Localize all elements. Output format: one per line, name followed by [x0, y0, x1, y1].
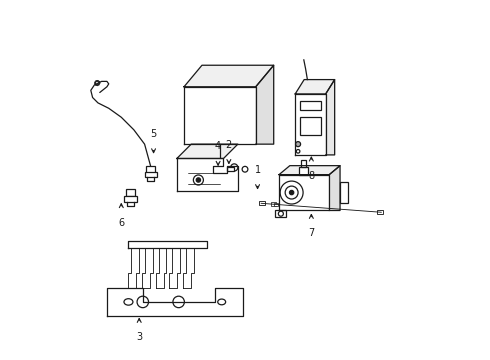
Circle shape [196, 178, 200, 182]
Polygon shape [279, 175, 329, 211]
Polygon shape [183, 248, 194, 288]
Text: 1: 1 [254, 165, 261, 175]
Text: 6: 6 [118, 218, 124, 228]
Circle shape [290, 190, 294, 195]
Bar [145, 172, 157, 177]
Polygon shape [184, 65, 274, 87]
Bar [299, 101, 321, 110]
Bar [275, 211, 286, 217]
Polygon shape [142, 248, 153, 288]
Polygon shape [329, 166, 340, 211]
Polygon shape [107, 288, 243, 316]
Polygon shape [156, 248, 167, 288]
Text: 5: 5 [150, 129, 157, 139]
Polygon shape [177, 158, 238, 191]
Text: 7: 7 [308, 228, 315, 238]
Circle shape [285, 186, 298, 199]
Bar [124, 196, 137, 202]
Polygon shape [279, 166, 340, 175]
Circle shape [280, 181, 303, 204]
Bar [274, 203, 278, 206]
Text: 2: 2 [226, 140, 232, 149]
Bar [271, 202, 276, 206]
Text: 3: 3 [136, 332, 142, 342]
Bar [301, 160, 306, 167]
Bar [259, 201, 265, 205]
Circle shape [296, 149, 300, 153]
Polygon shape [128, 241, 207, 248]
Circle shape [137, 296, 148, 308]
Polygon shape [326, 80, 335, 155]
Bar [377, 210, 383, 215]
Bar [227, 167, 234, 171]
Text: 4: 4 [215, 141, 221, 151]
Polygon shape [170, 248, 180, 288]
Circle shape [242, 166, 248, 172]
Polygon shape [295, 94, 326, 155]
Ellipse shape [218, 299, 225, 305]
Circle shape [231, 164, 238, 171]
Circle shape [278, 211, 283, 216]
Text: 8: 8 [308, 171, 315, 181]
Polygon shape [295, 80, 335, 94]
Bar [126, 189, 135, 196]
Bar [299, 167, 308, 175]
Circle shape [295, 141, 300, 147]
Circle shape [173, 296, 184, 308]
Bar [299, 117, 321, 135]
Polygon shape [128, 248, 139, 288]
Circle shape [194, 175, 203, 185]
Polygon shape [184, 87, 256, 144]
Bar [147, 166, 155, 173]
Polygon shape [256, 65, 274, 144]
Bar [340, 182, 348, 203]
Ellipse shape [124, 299, 133, 305]
Polygon shape [177, 144, 238, 158]
